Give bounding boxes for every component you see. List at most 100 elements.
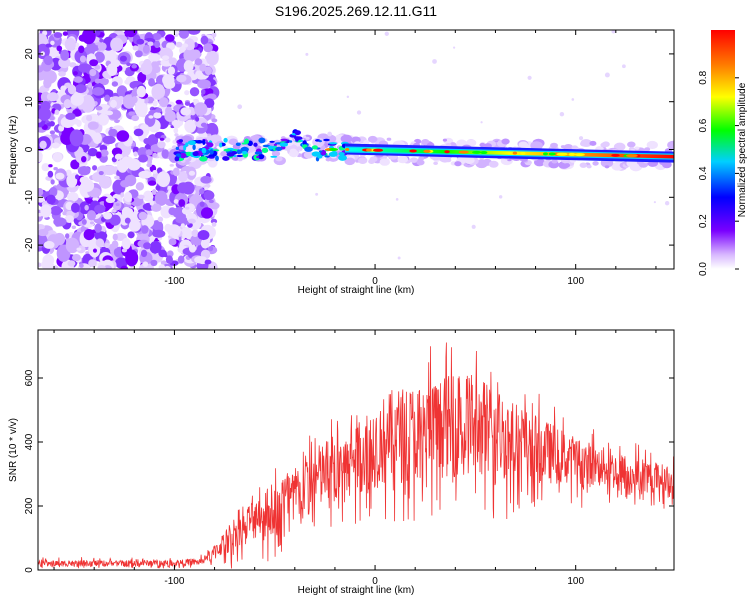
noise-blob xyxy=(69,129,84,147)
noise-blob xyxy=(194,58,203,66)
ridge-hotspot xyxy=(512,151,518,155)
noise-blob xyxy=(152,229,166,238)
y-tick-label: 20 xyxy=(24,48,35,60)
y-tick-label: -10 xyxy=(24,190,35,205)
noise-blob xyxy=(76,119,82,127)
ridge-hotspot xyxy=(480,151,488,155)
noise-blob xyxy=(188,170,196,176)
ridge-blob xyxy=(280,138,288,142)
halo-blob xyxy=(397,155,409,164)
noise-blob xyxy=(193,98,198,103)
noise-blob xyxy=(136,85,147,98)
noise-blob xyxy=(184,203,196,213)
noise-blob xyxy=(58,124,65,132)
noise-blob xyxy=(120,265,128,269)
halo-blob xyxy=(586,164,592,169)
noise-blob xyxy=(145,149,153,156)
x-tick-label: 0 xyxy=(372,576,378,587)
noise-blob xyxy=(167,66,176,75)
noise-blob xyxy=(119,55,127,62)
ridge-blob xyxy=(302,140,307,146)
noise-blob xyxy=(151,83,166,100)
noise-blob xyxy=(203,190,215,201)
ridge-blob xyxy=(202,139,206,145)
noise-blob xyxy=(148,115,154,119)
noise-blob xyxy=(38,152,43,163)
noise-blob xyxy=(175,99,183,105)
halo-blob xyxy=(563,163,571,168)
colorbar-tick-label: 0.4 xyxy=(698,166,709,180)
noise-blob xyxy=(94,223,102,233)
noise-blob xyxy=(46,122,52,127)
halo-blob xyxy=(530,141,543,151)
ridge-blob xyxy=(279,142,288,147)
halo-blob xyxy=(592,161,599,166)
noise-blob xyxy=(102,165,117,176)
halo-blob xyxy=(644,147,651,152)
noise-blob xyxy=(63,98,72,109)
noise-blob xyxy=(168,238,177,246)
noise-blob xyxy=(46,194,56,205)
ridge-blob xyxy=(223,148,231,152)
noise-blob xyxy=(45,43,53,48)
noise-blob xyxy=(53,217,67,227)
noise-blob xyxy=(155,185,161,191)
ridge-blob xyxy=(244,147,249,151)
sparse-dot xyxy=(356,110,362,115)
snr-panel: -100 0 100 0 200 400 600 Height of straight l… xyxy=(8,329,675,596)
noise-blob xyxy=(89,59,99,67)
noise-blob xyxy=(208,246,214,252)
colorbar-tick-label: 0.0 xyxy=(698,262,709,276)
ridge-blob xyxy=(209,149,214,155)
noise-blob xyxy=(143,190,154,202)
ridge-blob xyxy=(257,153,265,160)
noise-blob xyxy=(152,100,158,107)
noise-blob xyxy=(187,218,196,224)
noise-blob xyxy=(184,90,190,96)
ridge-blob xyxy=(235,142,241,146)
noise-blob xyxy=(104,242,110,249)
ridge-blob xyxy=(208,156,215,159)
sparse-dot xyxy=(395,198,399,201)
noise-blob xyxy=(166,104,172,108)
noise-blob xyxy=(62,211,67,216)
noise-blob xyxy=(152,170,158,174)
noise-blob xyxy=(158,249,167,258)
noise-blob xyxy=(55,172,65,180)
noise-blob xyxy=(110,37,124,52)
noise-blob xyxy=(174,30,180,35)
halo-blob xyxy=(386,137,392,141)
halo-blob xyxy=(325,157,331,162)
ridge-blob xyxy=(338,154,347,161)
ridge-blob xyxy=(187,140,197,146)
noise-blob xyxy=(102,135,116,145)
noise-blob xyxy=(178,30,190,39)
ridge-blob xyxy=(311,145,318,150)
snr-frame xyxy=(37,329,675,571)
ridge-hotspot xyxy=(365,148,372,152)
ridge-blob xyxy=(219,142,223,148)
noise-blob xyxy=(185,206,190,210)
noise-blob xyxy=(157,141,166,149)
noise-blob xyxy=(159,137,165,141)
noise-blob xyxy=(175,41,183,48)
sparse-dot xyxy=(303,135,307,139)
noise-blob xyxy=(95,151,102,159)
ridge-blob xyxy=(267,145,274,150)
noise-blob xyxy=(158,264,166,269)
halo-blob xyxy=(305,136,310,140)
noise-blob xyxy=(148,53,161,62)
noise-blob xyxy=(173,120,181,129)
noise-blob xyxy=(92,165,98,171)
noise-blob xyxy=(125,76,136,83)
noise-blob xyxy=(137,147,148,158)
sparse-dot xyxy=(384,31,389,36)
ridge-blob xyxy=(236,154,244,158)
halo-blob xyxy=(418,156,425,161)
noise-blob xyxy=(97,265,106,269)
noise-blob xyxy=(87,82,92,88)
noise-blob xyxy=(165,255,173,264)
noise-blob xyxy=(150,259,158,267)
noise-blob xyxy=(208,199,214,204)
noise-blob xyxy=(204,259,212,265)
